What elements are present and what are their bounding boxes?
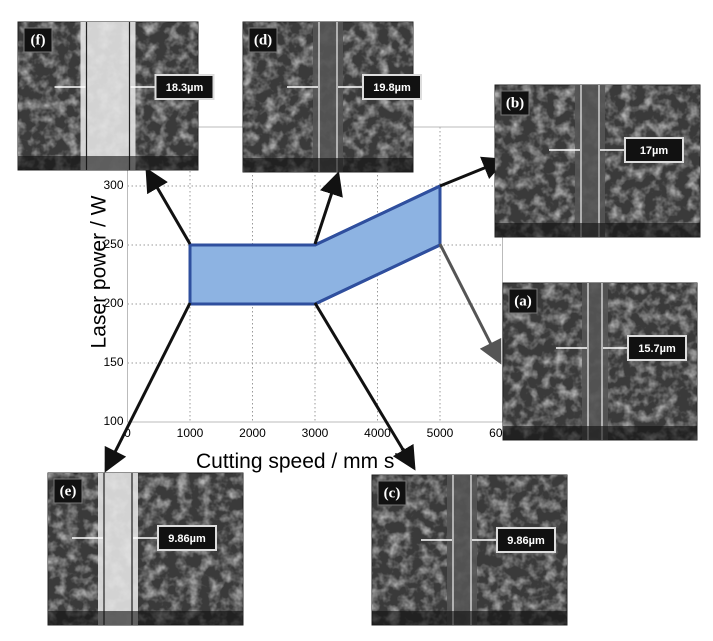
insets: (f) 18.3µm (d) 19.8µm (b) 17µm (a) 15.7µm (e) 9.8… bbox=[17, 21, 701, 626]
arrow bbox=[438, 243, 502, 365]
label-box bbox=[500, 90, 530, 116]
inset: (e) 9.86µm bbox=[47, 472, 244, 626]
measurement: 18.3µm bbox=[166, 82, 204, 94]
inset: (a) 15.7µm bbox=[502, 282, 698, 441]
arrow bbox=[145, 167, 192, 245]
measurement: 19.8µm bbox=[373, 82, 411, 94]
scale-bar-strip bbox=[48, 611, 243, 625]
inset-label: (b) bbox=[506, 95, 524, 111]
inset: (f) 18.3µm bbox=[17, 21, 215, 171]
measurement: 9.86µm bbox=[507, 535, 545, 547]
label-box bbox=[248, 27, 278, 53]
x-tick-label: 2000 bbox=[239, 426, 266, 440]
label-box bbox=[377, 480, 407, 506]
arrow bbox=[313, 171, 343, 245]
arrows bbox=[104, 156, 507, 473]
y-tick-label: 250 bbox=[103, 237, 123, 251]
measurement-box bbox=[624, 137, 684, 163]
x-tick-label: 5000 bbox=[427, 426, 454, 440]
arrow bbox=[313, 302, 416, 471]
x-tick-label: 0 bbox=[124, 426, 131, 440]
scale-bar-strip bbox=[243, 158, 413, 172]
x-axis-label-main: Cutting speed / mm s bbox=[196, 450, 394, 473]
measurement-box bbox=[157, 525, 217, 551]
measurement-box bbox=[496, 527, 556, 553]
y-tick-label: 100 bbox=[103, 414, 123, 428]
x-axis-label: Cutting speed / mm s-1 bbox=[196, 445, 408, 473]
inset: (d) 19.8µm bbox=[242, 21, 422, 173]
inset-label: (c) bbox=[384, 485, 401, 501]
inset-label: (a) bbox=[514, 293, 532, 309]
measurement: 15.7µm bbox=[638, 343, 676, 355]
inset: (c) 9.86µm bbox=[371, 474, 568, 626]
inset: (b) 17µm bbox=[494, 84, 701, 238]
y-axis-label: Laser power / W bbox=[88, 195, 111, 348]
scale-bar-strip bbox=[372, 611, 567, 625]
inset-label: (f) bbox=[31, 32, 46, 48]
measurement-box bbox=[154, 74, 215, 100]
scale-bar-strip bbox=[503, 426, 697, 440]
kerf bbox=[447, 475, 477, 625]
scale-bar-strip bbox=[495, 223, 700, 237]
x-tick-label: 3000 bbox=[302, 426, 329, 440]
x-tick-label: 1000 bbox=[177, 426, 204, 440]
y-tick-label: 300 bbox=[103, 178, 123, 192]
upper-boundary bbox=[190, 184, 441, 247]
label-box bbox=[508, 288, 538, 314]
measurement-box bbox=[627, 335, 687, 361]
kerf bbox=[582, 283, 608, 440]
inset-label: (e) bbox=[60, 483, 77, 499]
x-tick-label: 4000 bbox=[364, 426, 391, 440]
y-tick-label: 200 bbox=[103, 296, 123, 310]
kerf bbox=[313, 22, 343, 172]
arrow bbox=[104, 302, 192, 473]
kerf bbox=[98, 473, 138, 625]
measurement: 9.86µm bbox=[168, 533, 206, 545]
measurement: 17µm bbox=[640, 145, 669, 157]
kerf bbox=[80, 22, 136, 170]
scale-bar-strip bbox=[18, 156, 198, 170]
plot: 1001502002503000100020003000400050006000 bbox=[103, 126, 516, 440]
arrow bbox=[439, 156, 507, 188]
inset-label: (d) bbox=[254, 32, 272, 48]
label-box bbox=[53, 478, 83, 504]
kerf bbox=[575, 85, 605, 237]
measurement-box bbox=[362, 74, 422, 100]
y-tick-label: 150 bbox=[103, 355, 123, 369]
label-box bbox=[23, 27, 53, 53]
